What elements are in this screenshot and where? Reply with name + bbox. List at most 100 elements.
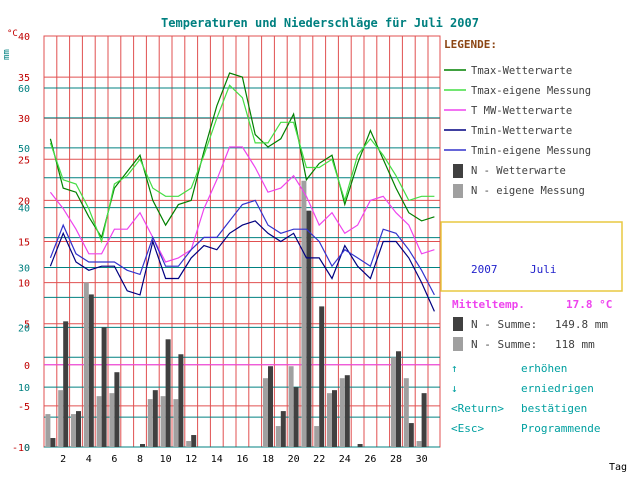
precipitation-bar-n_ww: [396, 351, 401, 447]
precipitation-bar-n_own: [263, 378, 268, 447]
temperature-tick-label: 40: [18, 32, 30, 43]
temperature-tick-label: 30: [18, 114, 30, 125]
series-line-tmin_own: [49, 199, 435, 296]
precipitation-tick-label: 0: [24, 443, 30, 454]
precipitation-bar-n_ww: [50, 438, 56, 447]
control-confirm-label[interactable]: bestätigen: [521, 402, 587, 415]
precipitation-bar-n_ww: [152, 390, 158, 447]
legend-item-label: Tmin-Wetterwarte: [471, 125, 572, 137]
keyboard-controls: ↑ erhöhen ↓ erniedrigen <Return> bestäti…: [451, 362, 600, 435]
x-tick-label: 24: [339, 454, 351, 465]
precipitation-bar-n_own: [301, 180, 307, 447]
temperature-lines: [49, 72, 435, 312]
n-sum-ww-label: N - Summe:: [471, 318, 537, 331]
precipitation-bar-n_ww: [101, 327, 107, 447]
precipitation-bar-n_ww: [114, 372, 120, 447]
series-line-tmax_own: [49, 84, 435, 244]
mean-temp-label: Mitteltemp.: [452, 298, 525, 311]
precipitation-bar-n_ww: [421, 393, 427, 447]
precipitation-bar-n_ww: [140, 444, 145, 447]
x-tick-label: 20: [288, 454, 300, 465]
x-tick-label: 10: [160, 454, 172, 465]
series-line-tmax_ww: [49, 72, 435, 239]
n-sum-own-swatch: [453, 337, 463, 351]
precipitation-bar-n_own: [416, 441, 422, 447]
control-exit-key[interactable]: <Esc>: [451, 422, 484, 435]
precipitation-bar-n_ww: [319, 306, 325, 447]
n-sum-ww-value: 149.8 mm: [555, 318, 608, 331]
temperature-tick-label: 15: [18, 238, 30, 249]
x-axis-ticks: 2 4 6 8 10 12 14 16 18 20 22 24 26 28 30: [60, 454, 427, 465]
precipitation-bar-n_ww: [63, 321, 69, 447]
precipitation-bar-n_ww: [306, 210, 312, 447]
n-sum-ww-swatch: [453, 317, 463, 331]
legend-items: Tmax-Wetterwarte Tmax-eigene Messung T MW-…: [444, 65, 591, 198]
temperature-tick-label: 35: [18, 73, 30, 84]
precipitation-bar-n_own: [147, 399, 153, 447]
control-exit-label[interactable]: Programmende: [521, 422, 600, 435]
x-tick-label: 4: [86, 454, 92, 465]
precipitation-bar-n_own: [314, 426, 320, 447]
precipitation-bar-n_own: [403, 378, 409, 447]
legend-item-label: N - eigene Messung: [471, 185, 585, 197]
precipitation-bar-n_own: [275, 426, 281, 447]
precipitation-bar-n_own: [160, 396, 166, 447]
legend-item-label: Tmax-Wetterwarte: [471, 65, 572, 77]
precipitation-bar-n_own: [288, 366, 294, 447]
series-line-tmean_ww: [49, 146, 435, 263]
precipitation-bar-n_ww: [280, 411, 286, 447]
temperature-tick-label: 10: [18, 279, 30, 290]
series-line-tmin_ww: [49, 220, 435, 312]
precipitation-bar-n_ww: [344, 375, 350, 447]
precipitation-bar-n_own: [339, 378, 345, 447]
precipitation-tick-label: 20: [18, 323, 30, 334]
precipitation-unit-label: mm: [2, 49, 12, 60]
date-panel-frame: [440, 221, 623, 292]
x-tick-label: 16: [236, 454, 248, 465]
temperature-unit-label: °C: [7, 29, 18, 39]
precipitation-tick-label: 10: [18, 383, 30, 394]
temperature-tick-label: 20: [18, 196, 30, 207]
precipitation-bar-n_ww: [178, 354, 184, 447]
precipitation-tick-label: 60: [18, 84, 30, 95]
x-tick-label: 30: [416, 454, 428, 465]
precipitation-tick-label: 50: [18, 144, 30, 155]
control-increase-key[interactable]: ↑: [451, 362, 458, 375]
precipitation-bar-n_own: [58, 390, 64, 447]
precipitation-bar-n_ww: [191, 435, 197, 447]
date-year: 2007: [471, 263, 498, 276]
control-confirm-key[interactable]: <Return>: [451, 402, 504, 415]
x-tick-label: 14: [211, 454, 223, 465]
precipitation-bar-n_ww: [357, 444, 363, 447]
legend-item-label: N - Wetterwarte: [471, 165, 566, 177]
precipitation-bar-n_ww: [408, 423, 414, 447]
x-tick-label: 6: [111, 454, 117, 465]
precipitation-bar-n_own: [109, 393, 115, 447]
temperature-tick-label: -5: [18, 402, 30, 413]
legend-swatch-bar: [453, 184, 463, 198]
control-decrease-key[interactable]: ↓: [451, 382, 458, 395]
stats-panel: Mitteltemp. 17.8 °C N - Summe: 149.8 mm …: [452, 298, 612, 351]
date-month: Juli: [530, 263, 557, 276]
plot-grid: [43, 35, 441, 448]
precipitation-bar-n_own: [173, 399, 179, 447]
precipitation-bar-n_own: [391, 357, 396, 447]
legend-item-label: Tmin-eigene Messung: [471, 145, 591, 157]
control-decrease-label[interactable]: erniedrigen: [521, 382, 594, 395]
x-tick-label: 22: [313, 454, 325, 465]
x-tick-label: 26: [364, 454, 376, 465]
legend-title: LEGENDE:: [444, 38, 497, 51]
control-increase-label[interactable]: erhöhen: [521, 362, 567, 375]
temperature-tick-label: 0: [24, 361, 30, 372]
x-axis-label: Tag: [609, 462, 627, 473]
precipitation-bar-n_ww: [88, 294, 94, 447]
precipitation-bar-n_ww: [293, 387, 299, 447]
precipitation-bar-n_own: [96, 396, 102, 447]
temperature-tick-label: 5: [24, 320, 30, 331]
precipitation-bar-n_ww: [76, 411, 81, 447]
precipitation-bar-n_ww: [332, 390, 337, 447]
precipitation-bar-n_own: [186, 441, 192, 447]
precipitation-bar-n_ww: [268, 366, 273, 447]
legend-item-label: Tmax-eigene Messung: [471, 85, 591, 97]
